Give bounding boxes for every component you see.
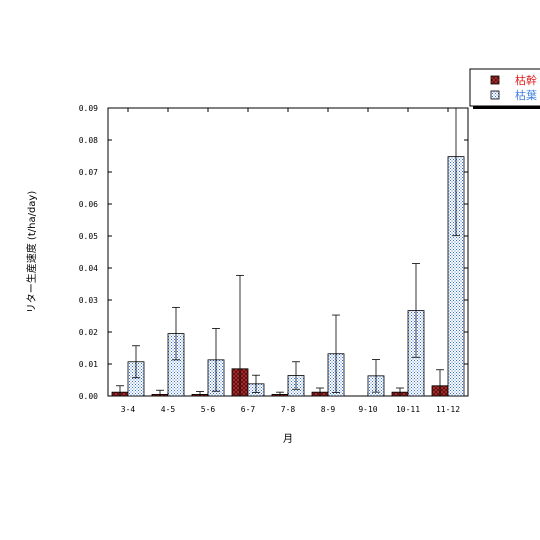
y-tick-label: 0.04: [79, 264, 98, 273]
y-tick-label: 0.01: [79, 360, 98, 369]
y-tick-label: 0.03: [79, 296, 98, 305]
x-tick-label: 11-12: [436, 405, 460, 414]
bar-group: [111, 156, 465, 397]
y-tick-label: 0.00: [79, 392, 98, 401]
x-tick-label: 4-5: [161, 405, 176, 414]
legend-box: [469, 68, 540, 107]
x-tick-label: 3-4: [121, 405, 136, 414]
x-tick-label: 7-8: [281, 405, 296, 414]
y-tick-label: 0.05: [79, 232, 98, 241]
y-axis-title: リター生産速度 (t/ha/day): [25, 191, 38, 314]
y-axis: 0.00 0.01 0.02 0.03 0.04 0.05 0.06 0.07 0.08 0.09: [79, 104, 468, 401]
legend-label-series-1: 枯幹: [515, 73, 537, 87]
legend: 枯幹 枯葉: [469, 68, 540, 109]
y-tick-label: 0.09: [79, 104, 98, 113]
x-tick-label: 6-7: [241, 405, 256, 414]
y-tick-label: 0.02: [79, 328, 98, 337]
legend-swatch-series-2: [490, 90, 500, 100]
y-tick-label: 0.08: [79, 136, 98, 145]
errorbar-group: [116, 107, 460, 396]
x-tick-label: 9-10: [358, 405, 377, 414]
legend-swatch-series-1: [490, 75, 500, 85]
y-tick-label: 0.07: [79, 168, 98, 177]
y-tick-label: 0.06: [79, 200, 98, 209]
legend-label-series-2: 枯葉: [515, 88, 537, 102]
x-tick-label: 10-11: [396, 405, 420, 414]
x-tick-label: 8-9: [321, 405, 336, 414]
x-tick-label: 5-6: [201, 405, 216, 414]
x-axis-title: 月: [283, 433, 293, 445]
